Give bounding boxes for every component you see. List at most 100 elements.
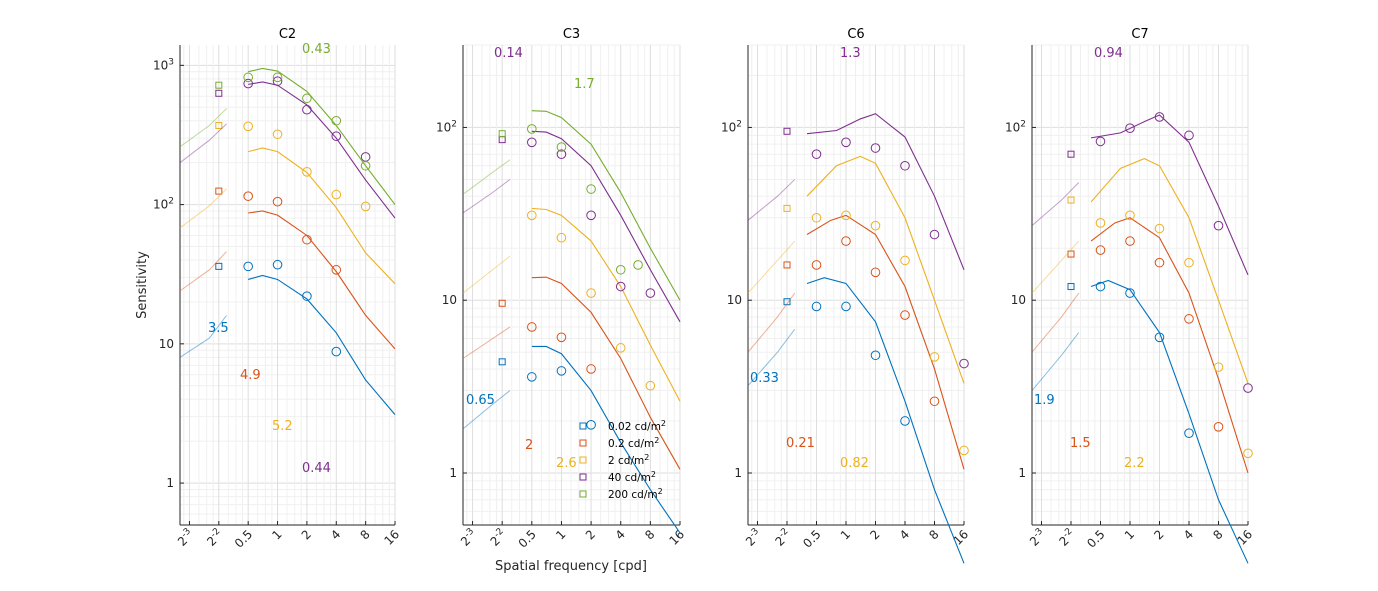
legend-entry: 200 cd/m2: [608, 487, 663, 501]
series-fit-line: [248, 147, 396, 285]
y-tick-label: 103: [153, 57, 174, 72]
data-point-circle: [1154, 332, 1165, 343]
data-point-circle: [811, 212, 822, 223]
x-tick-label: 2-3: [174, 527, 196, 549]
legend-marker: [579, 456, 587, 464]
data-point-circle: [615, 264, 626, 275]
data-point-circle: [645, 380, 656, 391]
x-tick-label: 16: [666, 527, 687, 548]
x-tick-label: 2-2: [772, 527, 794, 549]
x-tick-label: 0.5: [800, 527, 823, 550]
series-extrapolated-line: [462, 255, 511, 294]
legend-marker: [579, 439, 587, 447]
series-fit-line: [248, 67, 396, 205]
series-3: 0.94: [1031, 46, 1253, 393]
y-tick-label: 10: [442, 293, 457, 307]
x-tick-label: 8: [357, 527, 372, 542]
x-tick-label: 2-3: [742, 527, 764, 549]
grid: [1032, 44, 1249, 526]
legend-entry: 0.2 cd/m2: [608, 436, 659, 450]
data-point-circle: [556, 149, 567, 159]
series-fit-line: [531, 130, 681, 323]
data-point-circle: [1095, 218, 1106, 228]
series-3: 0.44: [179, 76, 396, 476]
x-tick-label: 2: [1151, 527, 1166, 542]
y-tick-label: 1: [166, 476, 174, 490]
data-point-circle: [331, 131, 342, 141]
data-point-circle: [1095, 136, 1106, 147]
series-annotation: 1.5: [1070, 436, 1091, 451]
series-fit-line: [531, 110, 681, 301]
data-point-circle: [900, 160, 910, 171]
series-extrapolated-line: [179, 188, 227, 229]
series-annotation: 1.9: [1034, 393, 1055, 408]
series-extrapolated-line: [747, 328, 796, 387]
data-point-circle: [870, 267, 881, 278]
y-tick-label: 102: [1005, 119, 1026, 134]
data-point-circle: [302, 291, 312, 301]
x-tick-label: 2-2: [204, 527, 226, 549]
y-tick-label: 1: [1018, 466, 1026, 480]
data-point-circle: [586, 184, 596, 194]
series-4: 0.43: [179, 42, 396, 205]
series-0: 0.65: [462, 345, 681, 534]
series-annotation: 2: [525, 438, 533, 453]
data-point-square: [215, 262, 223, 270]
data-point-circle: [586, 420, 596, 430]
series-extrapolated-line: [747, 179, 796, 221]
data-point-circle: [272, 196, 283, 207]
data-point-circle: [633, 260, 643, 270]
y-tick-label: 1: [449, 466, 457, 480]
data-point-circle: [1154, 257, 1165, 268]
data-point-square: [215, 81, 223, 89]
series-fit-line: [531, 207, 681, 402]
data-point-square: [498, 130, 506, 138]
x-axis-label: Spatial frequency [cpd]: [495, 559, 647, 574]
series-extrapolated-line: [1031, 332, 1080, 391]
data-point-circle: [1154, 112, 1165, 122]
data-point-circle: [1125, 288, 1135, 298]
y-tick-label: 10: [159, 337, 174, 351]
series-annotation: 5.2: [272, 419, 293, 434]
series-2: 5.2: [179, 121, 396, 434]
data-point-circle: [1213, 362, 1224, 372]
data-point-circle: [272, 72, 283, 83]
data-point-circle: [302, 234, 312, 245]
data-point-circle: [331, 346, 342, 357]
series-3: 1.3: [747, 46, 969, 369]
data-point-circle: [527, 372, 537, 382]
x-tick-label: 2-2: [1056, 527, 1078, 549]
series-2: 2.6: [462, 207, 681, 471]
data-point-circle: [360, 201, 371, 212]
series-1: 0.21: [747, 214, 965, 470]
x-tick-label: 8: [1210, 527, 1225, 542]
legend-entry: 40 cd/m2: [608, 470, 656, 484]
data-point-circle: [1184, 314, 1194, 324]
data-point-circle: [1243, 448, 1253, 459]
data-point-square: [1067, 283, 1075, 291]
series-annotation: 2.2: [1124, 456, 1145, 471]
series-annotation: 0.94: [1094, 46, 1123, 61]
data-point-circle: [331, 115, 342, 126]
series-fit-line: [1090, 158, 1249, 384]
data-point-circle: [1184, 428, 1194, 438]
data-point-circle: [900, 255, 910, 266]
series-0: 1.9: [1031, 279, 1249, 564]
data-point-circle: [841, 301, 851, 312]
series-fit-line: [806, 214, 965, 470]
data-point-circle: [272, 76, 283, 86]
series-4: 1.7: [462, 77, 681, 301]
series-annotation: 0.82: [840, 456, 869, 471]
data-point-square: [783, 204, 791, 212]
x-tick-label: 16: [1234, 527, 1255, 548]
data-point-circle: [586, 210, 596, 221]
x-tick-label: 4: [328, 527, 343, 542]
data-point-square: [1067, 196, 1075, 204]
data-point-circle: [1095, 245, 1106, 255]
panel-title: C2: [279, 27, 296, 42]
series-extrapolated-line: [179, 251, 227, 292]
